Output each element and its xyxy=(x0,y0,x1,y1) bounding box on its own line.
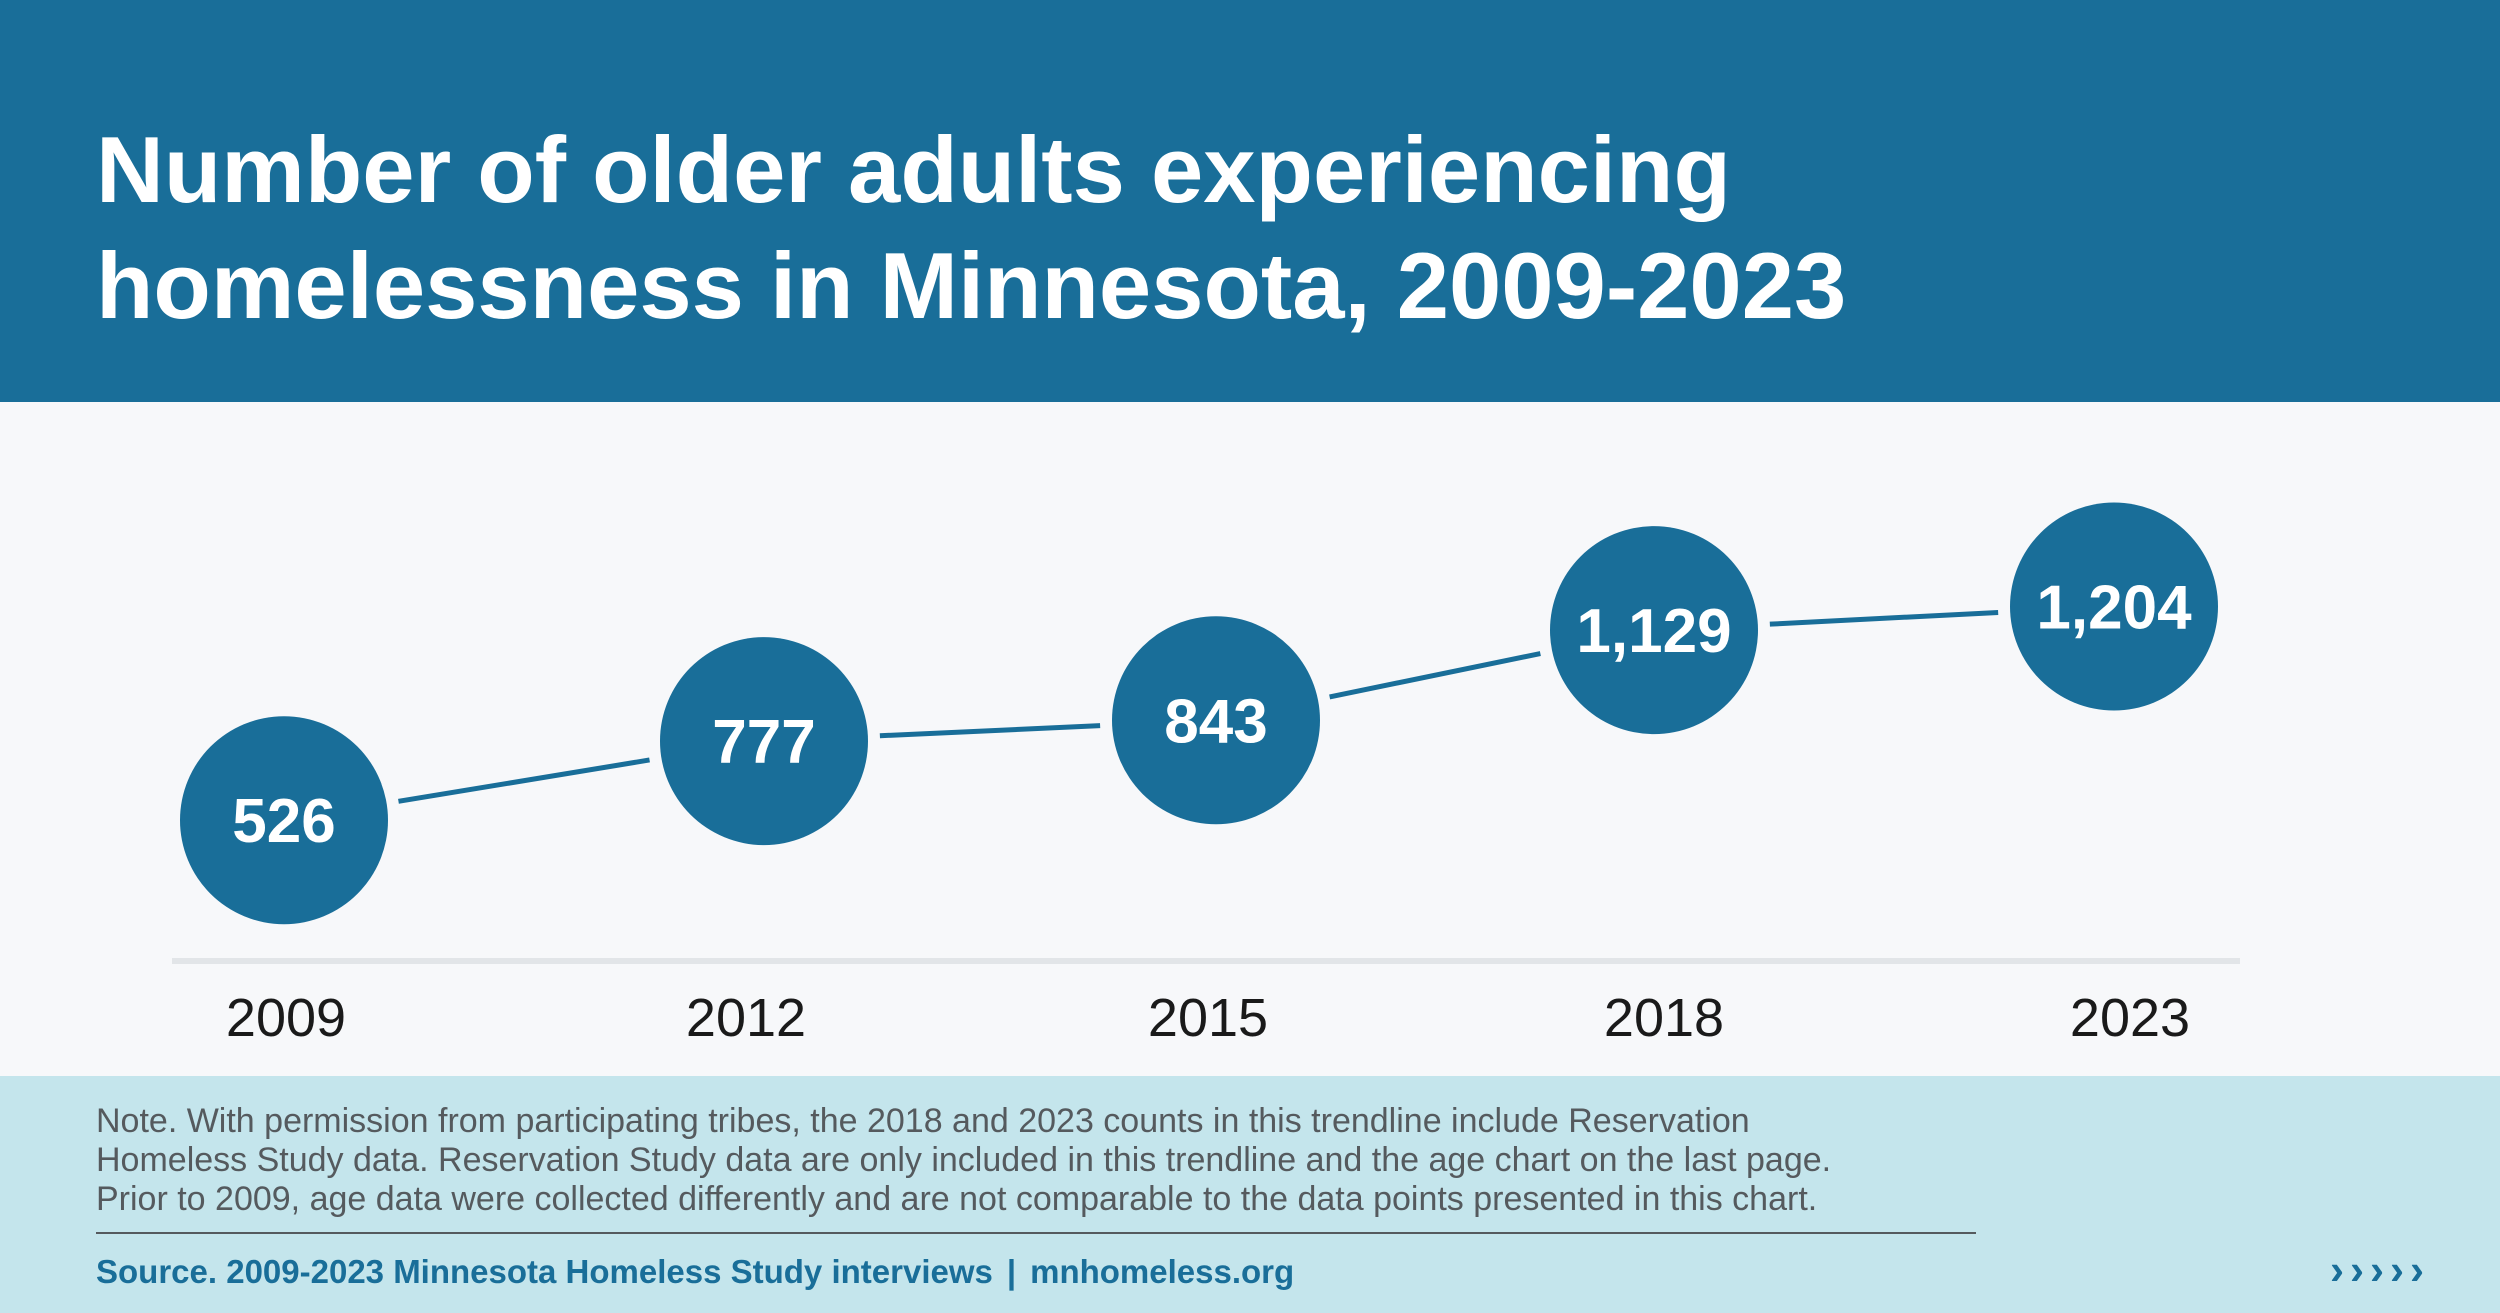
trend-segment-2015-2018 xyxy=(1329,651,1541,700)
data-point-2018 xyxy=(1550,526,1758,735)
data-points: 526 777 843 1,129 1,204 xyxy=(180,502,2218,925)
source-line: Source. 2009-2023 Minnesota Homeless Stu… xyxy=(96,1248,1294,1296)
footer-divider xyxy=(96,1232,1976,1234)
title-line-1: Number of older adults experiencing xyxy=(96,117,1731,222)
data-label-2023: 1,204 xyxy=(2036,573,2192,642)
site-link[interactable]: mnhomeless.org xyxy=(1030,1253,1295,1290)
x-tick-label-2009: 2009 xyxy=(226,988,346,1048)
page-title: Number of older adults experiencing home… xyxy=(96,112,2396,344)
note-line-2: Homeless Study data. Reservation Study d… xyxy=(96,1141,1832,1179)
note-line-3: Prior to 2009, age data were collected d… xyxy=(96,1180,1818,1218)
trend-lines xyxy=(398,609,1999,804)
data-point-2009 xyxy=(180,716,388,925)
source-separator: | xyxy=(1006,1253,1017,1290)
x-tick-label-2015: 2015 xyxy=(1148,988,1268,1048)
footer: Note. With permission from participating… xyxy=(0,1076,2500,1313)
source-text: Source. 2009-2023 Minnesota Homeless Stu… xyxy=(96,1253,993,1290)
trend-segment-2009-2012 xyxy=(398,757,650,804)
chart-area: 526 777 843 1,129 1,204 2009 2012 2015 2018 2023 xyxy=(0,402,2500,1076)
trend-segment-2018-2023 xyxy=(1769,609,1999,627)
x-tick-label-2012: 2012 xyxy=(686,988,806,1048)
line-chart: 526 777 843 1,129 1,204 2009 2012 2015 2018 2023 xyxy=(172,502,2240,1048)
x-tick-label-2018: 2018 xyxy=(1604,988,1724,1048)
data-label-2012: 777 xyxy=(712,708,815,777)
x-tick-label-2023: 2023 xyxy=(2070,988,2190,1048)
note-line-1: Note. With permission from participating… xyxy=(96,1102,1750,1140)
header-banner: Number of older adults experiencing home… xyxy=(0,0,2500,402)
data-label-2018: 1,129 xyxy=(1576,597,1731,666)
data-point-2015 xyxy=(1112,616,1320,825)
data-point-2023 xyxy=(2010,502,2218,711)
next-page-arrows-icon[interactable]: ››››› xyxy=(2330,1246,2430,1293)
data-label-2015: 843 xyxy=(1164,687,1267,756)
data-point-2012 xyxy=(660,637,868,846)
x-tick-labels: 2009 2012 2015 2018 2023 xyxy=(226,988,2190,1048)
title-line-2: homelessness in Minnesota, 2009-2023 xyxy=(96,233,1847,338)
chart-note: Note. With permission from participating… xyxy=(96,1102,2096,1219)
trend-segment-2012-2015 xyxy=(879,723,1101,739)
data-label-2009: 526 xyxy=(232,787,335,856)
